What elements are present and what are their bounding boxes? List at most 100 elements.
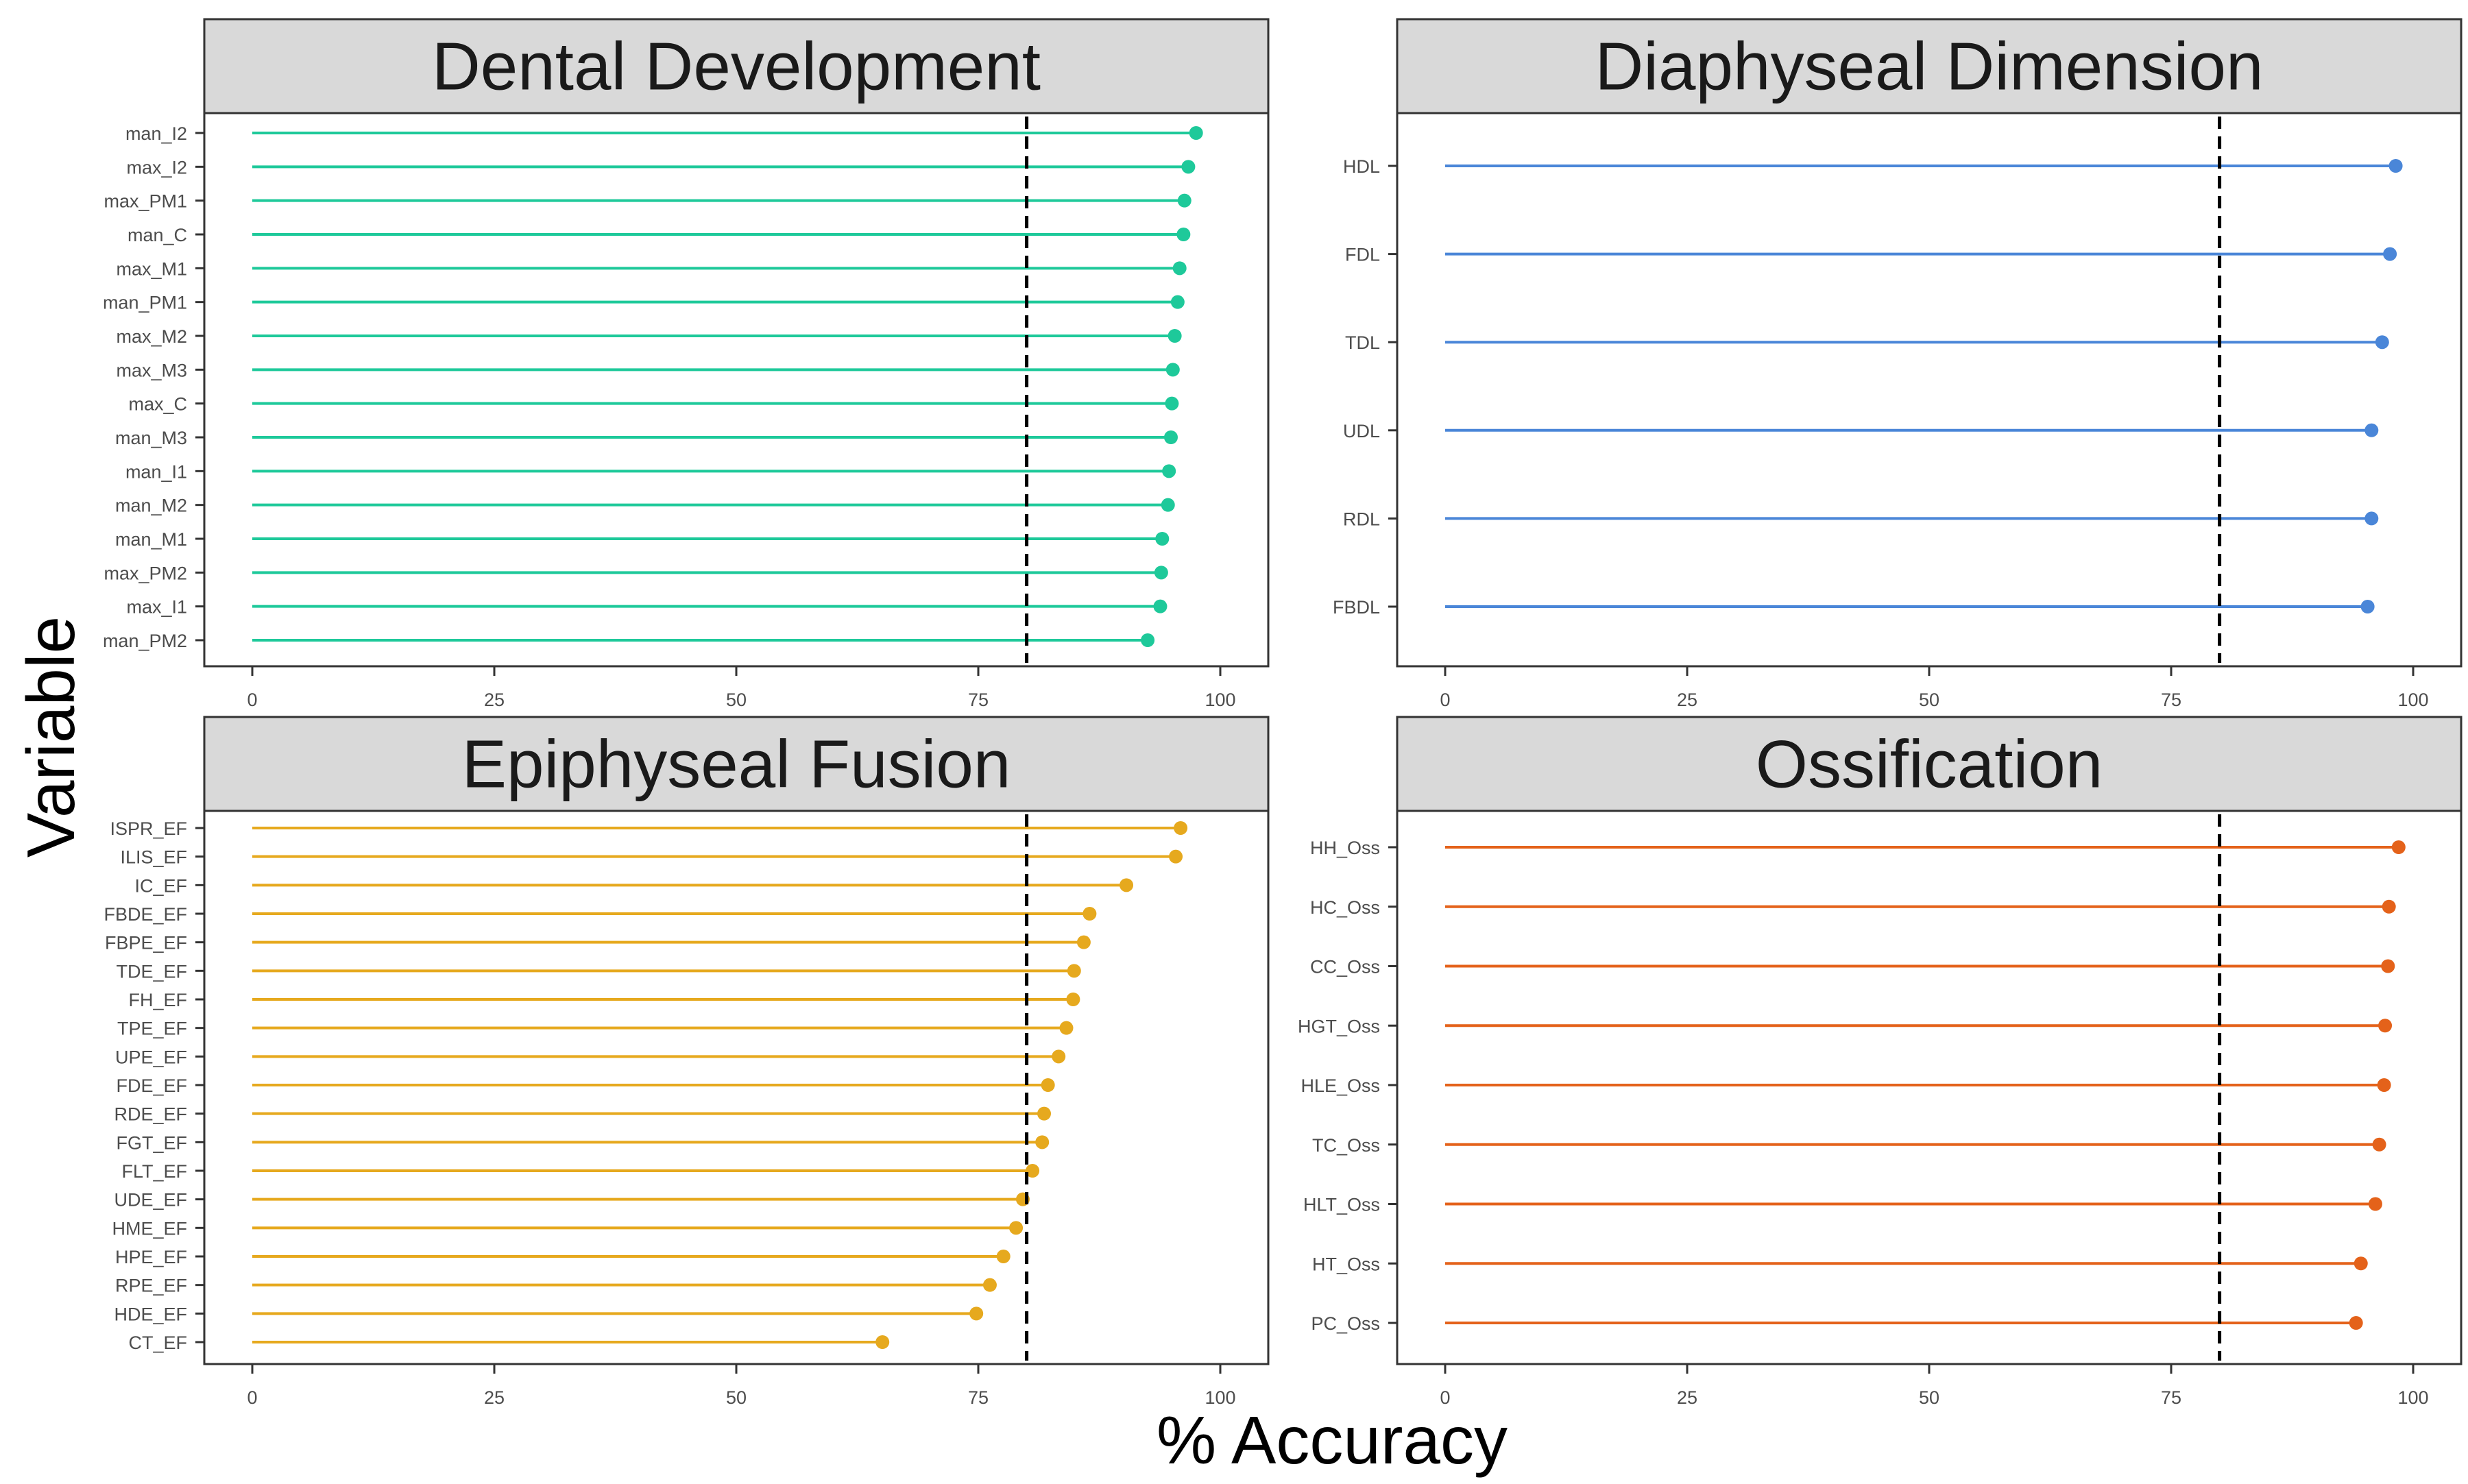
lollipop-point — [1165, 396, 1179, 411]
x-tick-label: 0 — [1440, 1387, 1450, 1408]
x-tick-label: 75 — [968, 1387, 989, 1408]
x-tick-label: 25 — [484, 690, 505, 710]
facet-strip — [1396, 716, 2463, 812]
x-axis-title: % Accuracy — [1157, 1402, 1508, 1478]
lollipop-point — [1141, 633, 1155, 647]
y-tick-label: IC_EF — [134, 875, 187, 896]
lollipop-point — [1165, 363, 1180, 377]
x-tick-label: 25 — [1677, 690, 1697, 710]
lollipop-point — [2368, 1197, 2382, 1211]
x-tick-label: 75 — [2161, 1387, 2181, 1408]
lollipop-point — [1037, 1106, 1052, 1121]
y-tick-label: man_I2 — [125, 123, 187, 144]
y-tick-label: max_M3 — [116, 360, 187, 380]
lollipop-point — [1026, 1164, 1040, 1178]
facet-title: Diaphyseal Dimension — [1595, 29, 2263, 104]
panels: Dental Development 0 25 50 75 100 man_I2 max_I2… — [103, 18, 2463, 1408]
y-tick-label: HLE_Oss — [1300, 1075, 1380, 1096]
y-tick-label: HLT_Oss — [1303, 1195, 1380, 1215]
y-axis-title: Variable — [13, 616, 88, 857]
y-tick-label: FBDL — [1333, 597, 1380, 618]
lollipop-point — [1052, 1049, 1066, 1064]
y-tick-label: man_M1 — [115, 529, 187, 550]
x-tick-label: 50 — [1919, 1387, 1939, 1408]
lollipop-point — [2375, 335, 2389, 350]
lollipop-point — [1059, 1021, 1074, 1035]
y-tick-label: HH_Oss — [1310, 838, 1380, 858]
lollipop-point — [982, 1278, 997, 1292]
lollipop-point — [2391, 840, 2406, 854]
lollipop-point — [1181, 160, 1196, 174]
y-tick-label: max_M2 — [116, 326, 187, 347]
x-tick-label: 100 — [1205, 690, 1235, 710]
lollipop-point — [1163, 430, 1178, 444]
y-tick-label: RPE_EF — [115, 1276, 187, 1296]
lollipop-point — [2354, 1256, 2368, 1271]
panel-border — [203, 112, 1270, 668]
panel-border — [1396, 112, 2463, 668]
lollipop-point — [1154, 565, 1168, 580]
lollipop-point — [1066, 993, 1080, 1006]
y-tick-label: man_PM1 — [103, 293, 187, 313]
x-tick-label: 0 — [247, 690, 257, 710]
x-tick-label: 100 — [2397, 1387, 2428, 1408]
lollipop-point — [969, 1306, 984, 1321]
x-tick-label: 50 — [726, 690, 747, 710]
y-tick-label: max_I2 — [126, 157, 187, 178]
panel-0: Dental Development 0 25 50 75 100 man_I2 max_I2… — [103, 18, 1270, 710]
x-tick-label: 100 — [1205, 1387, 1235, 1408]
y-tick-label: FDL — [1345, 245, 1380, 265]
lollipop-point — [1162, 464, 1176, 478]
lollipop-point — [1177, 193, 1191, 208]
x-tick-label: 50 — [726, 1387, 747, 1408]
lollipop-point — [1120, 878, 1134, 892]
x-tick-label: 25 — [1677, 1387, 1697, 1408]
lollipop-point — [1153, 599, 1168, 613]
lollipop-point — [2388, 159, 2403, 173]
y-tick-label: TDE_EF — [116, 961, 187, 982]
y-tick-label: max_I1 — [126, 597, 187, 618]
y-tick-label: TDL — [1345, 332, 1380, 353]
lollipop-point — [2378, 1019, 2393, 1033]
lollipop-point — [1041, 1078, 1055, 1092]
y-tick-label: CT_EF — [128, 1333, 187, 1353]
lollipop-point — [875, 1335, 890, 1349]
x-tick-label: 75 — [968, 690, 989, 710]
lollipop-point — [2349, 1316, 2363, 1330]
panel-1: Diaphyseal Dimension 0 25 50 75 100 HDL FDL TDL U… — [1333, 18, 2463, 710]
lollipop-point — [2383, 247, 2397, 261]
y-tick-label: FDE_EF — [116, 1075, 187, 1096]
y-tick-label: HME_EF — [112, 1218, 187, 1239]
y-tick-label: man_M3 — [115, 428, 187, 448]
facet-strip — [1396, 18, 2463, 114]
y-tick-label: max_PM1 — [104, 191, 187, 212]
y-tick-label: man_I1 — [125, 461, 187, 482]
y-tick-label: max_M1 — [116, 258, 187, 279]
lollipop-point — [1035, 1135, 1050, 1150]
facet-title: Dental Development — [432, 29, 1041, 104]
y-tick-label: man_PM2 — [103, 631, 187, 651]
y-tick-label: UDE_EF — [114, 1190, 187, 1211]
x-tick-label: 0 — [1440, 690, 1450, 710]
y-tick-label: FH_EF — [128, 990, 187, 1010]
y-tick-label: max_C — [128, 394, 187, 415]
y-tick-label: PC_Oss — [1311, 1313, 1380, 1334]
x-tick-label: 25 — [484, 1387, 505, 1408]
lollipop-point — [1076, 935, 1091, 949]
y-tick-label: RDE_EF — [114, 1104, 187, 1125]
y-tick-label: HDL — [1343, 156, 1380, 177]
panel-border — [1396, 810, 2463, 1365]
lollipop-point — [2381, 959, 2395, 973]
lollipop-point — [1161, 498, 1175, 512]
y-tick-label: TPE_EF — [117, 1019, 187, 1039]
panel-3: Ossification 0 25 50 75 100 HH_Oss HC_Oss CC_Oss… — [1298, 716, 2463, 1408]
facet-strip — [203, 716, 1270, 812]
y-tick-label: FBDE_EF — [104, 904, 187, 925]
x-tick-label: 50 — [1919, 690, 1939, 710]
y-tick-label: ISPR_EF — [110, 818, 187, 839]
x-tick-label: 100 — [2397, 690, 2428, 710]
lollipop-point — [1168, 329, 1182, 343]
y-tick-label: max_PM2 — [104, 563, 187, 583]
y-tick-label: HT_Oss — [1312, 1254, 1380, 1274]
